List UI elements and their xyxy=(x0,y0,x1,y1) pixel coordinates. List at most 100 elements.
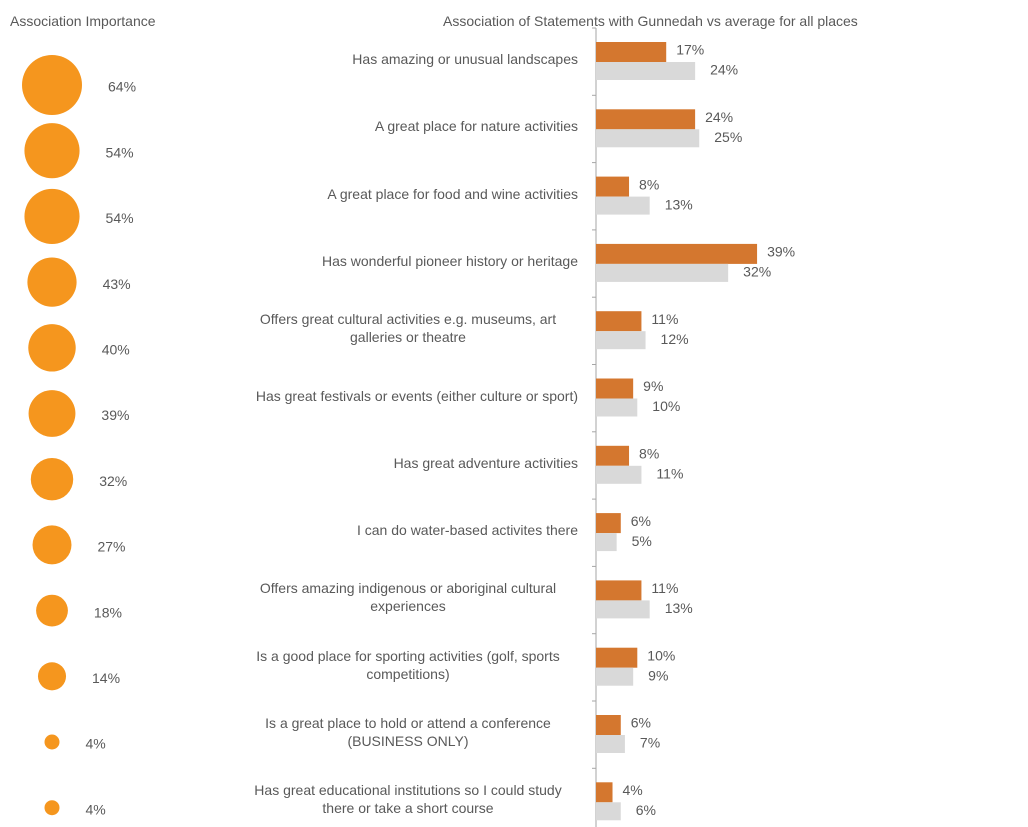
bar xyxy=(596,782,613,803)
category-label: I can do water-based activites there xyxy=(238,521,578,539)
bubble xyxy=(28,390,76,437)
bar xyxy=(596,378,634,399)
bubble-label: 4% xyxy=(86,736,106,752)
bar-label: 8% xyxy=(639,446,659,462)
bubble-label: 39% xyxy=(101,407,129,423)
category-label: Offers amazing indigenous or aboriginal … xyxy=(238,579,578,615)
bubble-label: 64% xyxy=(108,79,136,95)
bar-label: 32% xyxy=(743,264,771,280)
bubble xyxy=(24,123,80,179)
bubble-label: 54% xyxy=(106,144,134,160)
bar-label: 6% xyxy=(631,513,651,529)
bubble xyxy=(24,188,80,244)
bubble xyxy=(37,662,67,691)
bar-label: 25% xyxy=(714,129,742,145)
bar xyxy=(596,129,700,148)
bar xyxy=(596,735,625,753)
bubble xyxy=(44,734,60,750)
bar-label: 24% xyxy=(705,109,733,125)
bar-label: 7% xyxy=(640,735,660,751)
bubble xyxy=(36,594,68,627)
bar xyxy=(596,62,696,80)
bar xyxy=(596,42,667,62)
bubble-title: Association Importance xyxy=(10,13,156,29)
bubble xyxy=(30,457,74,501)
bar-label: 39% xyxy=(767,244,795,260)
category-label: Is a good place for sporting activities … xyxy=(238,647,578,683)
bar-label: 10% xyxy=(647,647,675,663)
bar-label: 13% xyxy=(665,196,693,212)
bar xyxy=(596,398,638,417)
bar xyxy=(596,465,642,484)
bar-label: 6% xyxy=(631,715,651,731)
bar xyxy=(596,196,650,215)
bar-label: 13% xyxy=(665,600,693,616)
bubble-label: 54% xyxy=(106,210,134,226)
bubble-label: 18% xyxy=(94,604,122,620)
bubble xyxy=(27,257,77,307)
category-text: Has great educational institutions so I … xyxy=(254,782,562,817)
bar-label: 9% xyxy=(648,667,668,683)
bar xyxy=(596,311,642,332)
category-text: Offers great cultural activities e.g. mu… xyxy=(259,311,557,346)
bubble xyxy=(44,800,60,816)
bar xyxy=(596,802,621,821)
bar-label: 5% xyxy=(632,533,652,549)
bubble-label: 4% xyxy=(86,801,106,817)
bubble xyxy=(28,324,76,372)
bar xyxy=(596,243,758,264)
category-label: Has wonderful pioneer history or heritag… xyxy=(238,252,578,270)
category-text: A great place for nature activities xyxy=(374,118,578,135)
bar-label: 8% xyxy=(639,176,659,192)
category-label: Offers great cultural activities e.g. mu… xyxy=(238,310,578,346)
bubble-label: 27% xyxy=(97,539,125,555)
bar-label: 24% xyxy=(710,62,738,78)
bar-label: 11% xyxy=(651,580,678,596)
bubble-label: 32% xyxy=(99,473,127,489)
bar xyxy=(596,580,642,601)
bar-label: 11% xyxy=(651,311,678,327)
category-label: A great place for food and wine activiti… xyxy=(238,185,578,203)
bubble-label: 14% xyxy=(92,670,120,686)
bar-label: 17% xyxy=(676,42,704,58)
category-text: Offers amazing indigenous or aboriginal … xyxy=(259,580,557,615)
category-text: Has great festivals or events (either cu… xyxy=(255,387,578,404)
category-label: Has amazing or unusual landscapes xyxy=(238,50,578,68)
bar xyxy=(596,176,630,197)
bar-label: 12% xyxy=(661,331,689,347)
bubble-label: 40% xyxy=(102,342,130,358)
bar xyxy=(596,445,630,466)
category-label: Has great educational institutions so I … xyxy=(238,781,578,817)
category-text: I can do water-based activites there xyxy=(356,522,578,539)
category-text: Has amazing or unusual landscapes xyxy=(352,51,578,67)
category-label: Is a great place to hold or attend a con… xyxy=(238,714,578,750)
category-text: Has wonderful pioneer history or heritag… xyxy=(321,252,578,269)
bar xyxy=(596,715,621,735)
bar xyxy=(596,647,638,668)
category-label: Has great adventure activities xyxy=(238,454,578,472)
bar-label: 10% xyxy=(652,398,680,414)
category-text: A great place for food and wine activiti… xyxy=(327,185,578,202)
bar xyxy=(596,513,621,534)
bubble-label: 43% xyxy=(103,276,131,292)
bar-title: Association of Statements with Gunnedah … xyxy=(443,13,858,29)
bubble xyxy=(22,55,82,115)
bar-label: 6% xyxy=(636,802,656,818)
bubble xyxy=(32,525,72,565)
bar-label: 9% xyxy=(643,378,663,394)
category-text: Is a good place for sporting activities … xyxy=(256,647,560,682)
bar-label: 11% xyxy=(656,466,683,482)
bar xyxy=(596,600,650,619)
bar xyxy=(596,533,617,552)
category-label: Has great festivals or events (either cu… xyxy=(238,387,578,405)
bar xyxy=(596,331,646,350)
bar xyxy=(596,263,729,282)
category-text: Has great adventure activities xyxy=(393,454,578,471)
bar xyxy=(596,667,634,686)
bar xyxy=(596,109,696,130)
category-text: Is a great place to hold or attend a con… xyxy=(265,715,551,749)
bar-label: 4% xyxy=(623,782,643,798)
category-label: A great place for nature activities xyxy=(238,117,578,135)
